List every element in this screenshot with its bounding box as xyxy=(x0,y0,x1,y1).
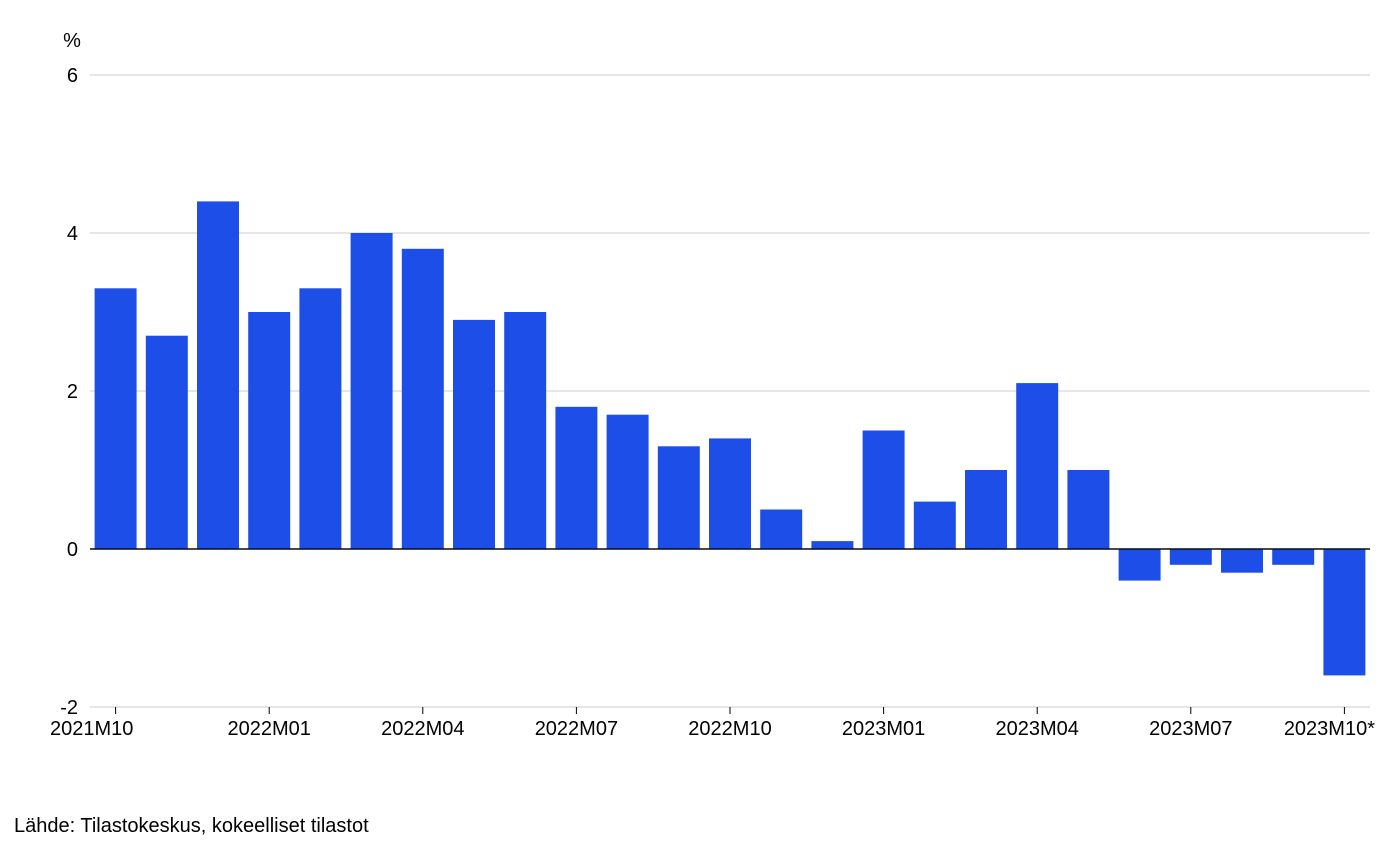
bar xyxy=(95,288,137,549)
bar xyxy=(1221,549,1263,573)
bar xyxy=(1016,383,1058,549)
bar xyxy=(658,446,700,549)
bar xyxy=(146,336,188,549)
y-tick-label: 4 xyxy=(67,223,78,245)
x-tick-label: 2022M01 xyxy=(227,718,310,740)
bar xyxy=(555,407,597,549)
bar xyxy=(709,438,751,549)
x-tick-label: 2022M04 xyxy=(381,718,464,740)
bar xyxy=(1272,549,1314,565)
x-tick-label: 2022M10 xyxy=(688,718,771,740)
x-tick-label: 2023M07 xyxy=(1149,718,1232,740)
x-tick-label: 2021M10 xyxy=(50,718,133,740)
bar xyxy=(248,312,290,549)
bar-chart: -2 0 2 4 6% 2021M10 2022M01 2022M04 2022M07 2022M… xyxy=(0,0,1383,852)
bar xyxy=(504,312,546,549)
x-tick-label: 2023M04 xyxy=(995,718,1078,740)
bar xyxy=(1170,549,1212,565)
bar xyxy=(453,320,495,549)
bar xyxy=(351,233,393,549)
chart-container: -2 0 2 4 6% 2021M10 2022M01 2022M04 2022M07 2022M… xyxy=(0,0,1383,852)
bar xyxy=(1067,470,1109,549)
x-tick-label: 2022M07 xyxy=(535,718,618,740)
y-tick-label: 0 xyxy=(67,539,78,561)
bar xyxy=(914,502,956,549)
y-tick-label: 2 xyxy=(67,381,78,403)
x-tick-label: 2023M10* xyxy=(1284,718,1375,740)
bar xyxy=(965,470,1007,549)
bar xyxy=(811,541,853,549)
bar xyxy=(1323,549,1365,675)
bar xyxy=(760,510,802,550)
y-axis-title: % xyxy=(63,30,81,52)
bar xyxy=(863,431,905,550)
bar xyxy=(402,249,444,549)
source-label: Lähde: Tilastokeskus, kokeelliset tilast… xyxy=(14,815,369,838)
bar xyxy=(197,201,239,549)
x-tick-label: 2023M01 xyxy=(842,718,925,740)
y-tick-label: 6 xyxy=(67,65,78,87)
y-tick-label: -2 xyxy=(60,697,78,719)
bar xyxy=(1119,549,1161,581)
bar xyxy=(607,415,649,549)
bar xyxy=(299,288,341,549)
